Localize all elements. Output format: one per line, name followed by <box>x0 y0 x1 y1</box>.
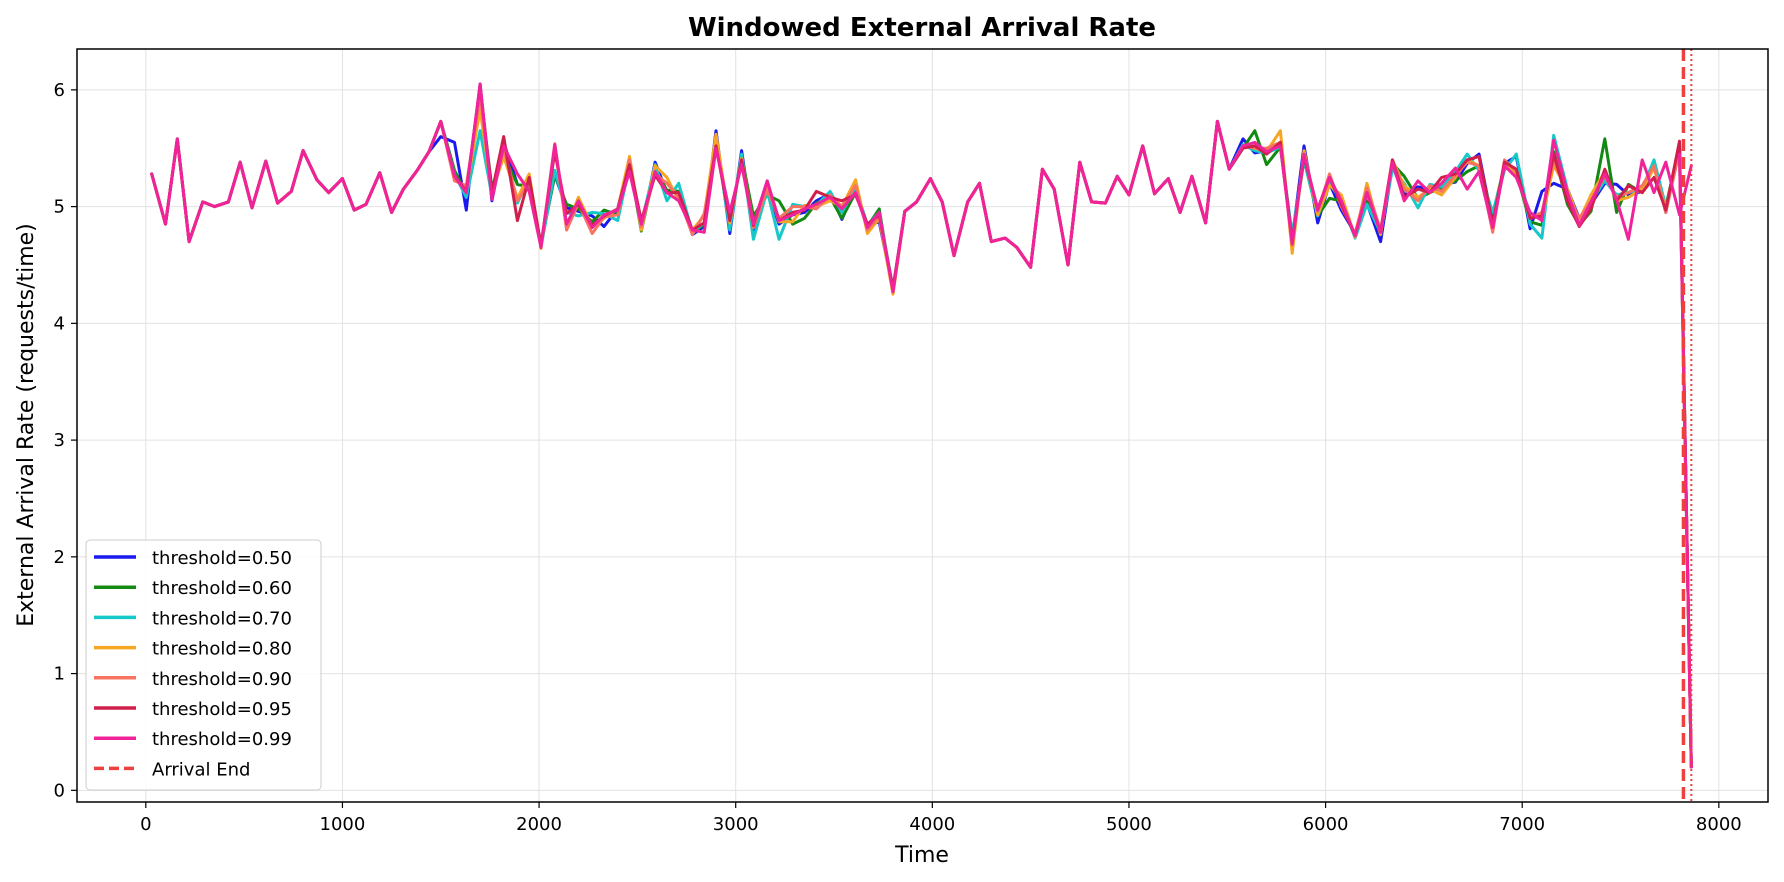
series-line-tail <box>1678 152 1693 769</box>
x-tick-label: 4000 <box>909 814 955 835</box>
legend-label: threshold=0.90 <box>152 669 292 690</box>
legend-label: threshold=0.60 <box>152 578 292 599</box>
y-tick-label: 1 <box>54 664 65 685</box>
chart-title: Windowed External Arrival Rate <box>688 13 1156 43</box>
y-tick-label: 2 <box>54 547 65 568</box>
y-tick-label: 0 <box>54 780 65 801</box>
axis-ticks: 0 1000 2000 3000 4000 5000 6000 7000 8000 0 1 2 3 4 5 6 <box>54 80 1742 835</box>
series-line-6 <box>150 82 1693 294</box>
x-tick-label: 5000 <box>1106 814 1152 835</box>
legend-label: threshold=0.50 <box>152 548 292 569</box>
y-tick-label: 5 <box>54 197 65 218</box>
x-tick-label: 2000 <box>516 814 562 835</box>
legend-label: threshold=0.95 <box>152 699 292 720</box>
y-axis-label: External Arrival Rate (requests/time) <box>14 223 39 627</box>
x-tick-label: 3000 <box>713 814 759 835</box>
y-tick-label: 3 <box>54 430 65 451</box>
series-lines <box>150 82 1693 769</box>
legend-label: threshold=0.99 <box>152 729 292 750</box>
x-tick-label: 0 <box>140 814 151 835</box>
y-tick-label: 4 <box>54 313 65 334</box>
x-tick-label: 6000 <box>1303 814 1349 835</box>
legend: threshold=0.50 threshold=0.60 threshold=0.… <box>85 539 322 791</box>
legend-box <box>85 539 322 791</box>
x-tick-label: 7000 <box>1499 814 1545 835</box>
y-tick-label: 6 <box>54 80 65 101</box>
legend-label: Arrival End <box>152 759 250 780</box>
x-axis-label: Time <box>894 843 949 868</box>
grid <box>77 49 1768 802</box>
x-tick-label: 1000 <box>320 814 366 835</box>
legend-label: threshold=0.70 <box>152 608 292 629</box>
x-tick-label: 8000 <box>1696 814 1742 835</box>
reference-lines <box>1681 49 1693 802</box>
plot-frame <box>76 48 1769 803</box>
legend-label: threshold=0.80 <box>152 639 292 660</box>
